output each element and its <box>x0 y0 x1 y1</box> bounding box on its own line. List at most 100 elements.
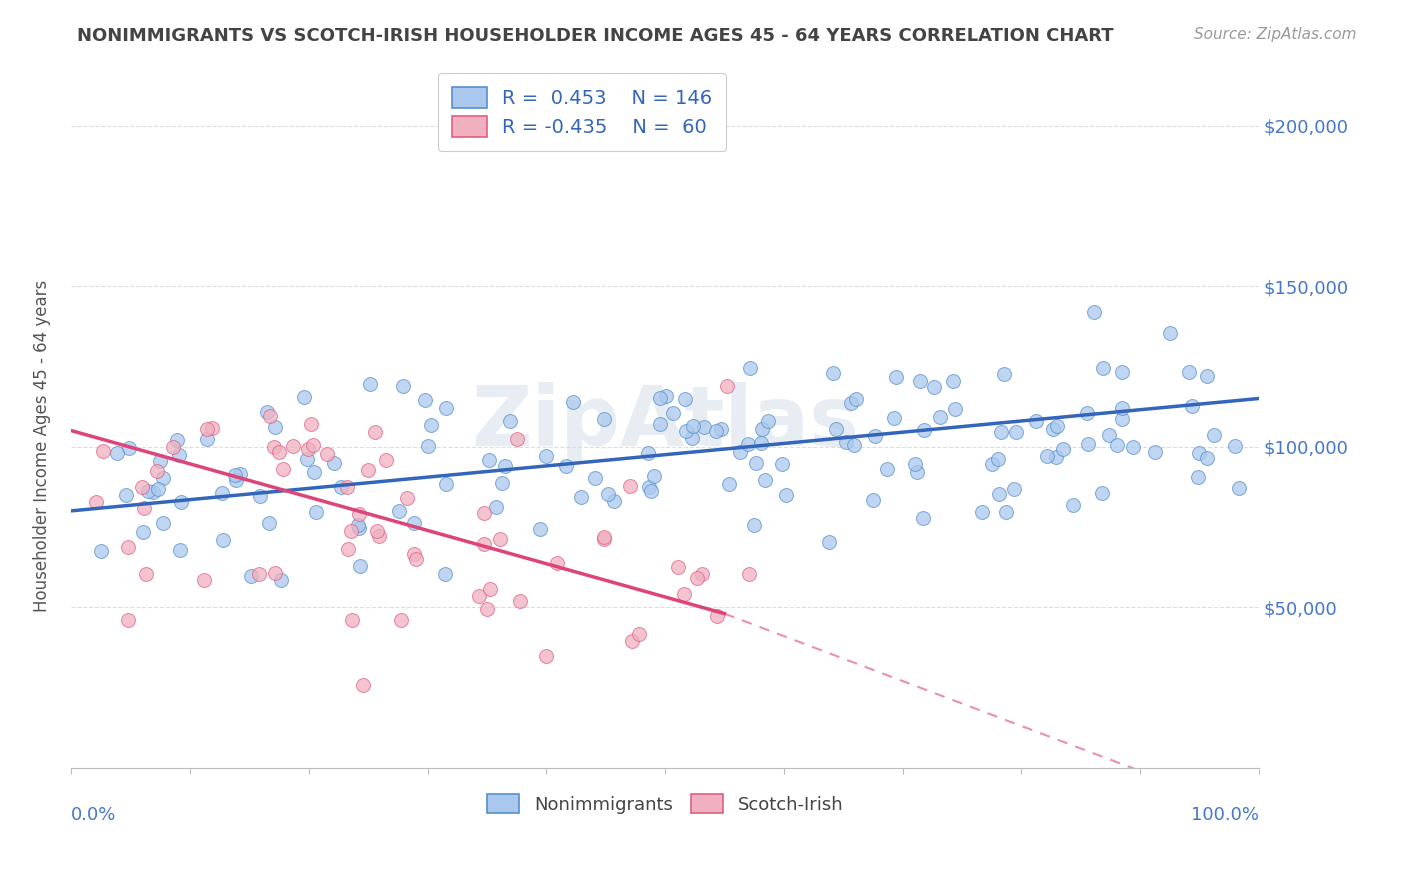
Point <box>910 374 932 388</box>
Point <box>1025 414 1047 428</box>
Point <box>413 393 436 408</box>
Point <box>304 505 326 519</box>
Point <box>904 457 927 471</box>
Point <box>131 480 153 494</box>
Point <box>648 417 671 431</box>
Point <box>818 535 841 549</box>
Point <box>912 511 935 525</box>
Point <box>569 490 592 504</box>
Point <box>269 445 291 459</box>
Point <box>416 439 439 453</box>
Point <box>555 458 578 473</box>
Point <box>742 517 765 532</box>
Point <box>704 424 727 438</box>
Point <box>839 396 862 410</box>
Point <box>249 489 271 503</box>
Point <box>359 377 381 392</box>
Point <box>347 518 370 533</box>
Point <box>434 477 457 491</box>
Point <box>1091 486 1114 500</box>
Point <box>706 608 728 623</box>
Point <box>135 566 157 581</box>
Point <box>211 485 233 500</box>
Point <box>592 530 614 544</box>
Point <box>1111 412 1133 426</box>
Point <box>315 446 337 460</box>
Point <box>643 469 665 483</box>
Point <box>84 495 107 509</box>
Point <box>883 411 905 425</box>
Point <box>756 414 779 428</box>
Point <box>257 516 280 530</box>
Point <box>340 614 363 628</box>
Point <box>583 470 606 484</box>
Point <box>682 419 704 434</box>
Point <box>162 440 184 454</box>
Point <box>666 560 689 574</box>
Point <box>905 465 928 479</box>
Point <box>942 374 965 388</box>
Point <box>506 433 529 447</box>
Point <box>675 424 697 438</box>
Point <box>770 457 793 471</box>
Point <box>593 532 616 546</box>
Point <box>1195 450 1218 465</box>
Point <box>1105 438 1128 452</box>
Point <box>1188 446 1211 460</box>
Point <box>1083 305 1105 319</box>
Point <box>598 487 620 501</box>
Point <box>835 434 858 449</box>
Point <box>993 367 1015 381</box>
Point <box>627 626 650 640</box>
Point <box>347 508 370 522</box>
Point <box>1111 365 1133 379</box>
Point <box>876 462 898 476</box>
Text: 0.0%: 0.0% <box>72 805 117 823</box>
Point <box>1002 482 1025 496</box>
Point <box>240 569 263 583</box>
Point <box>363 425 385 439</box>
Point <box>152 516 174 531</box>
Point <box>366 524 388 538</box>
Point <box>478 582 501 596</box>
Point <box>1159 326 1181 341</box>
Text: 100.0%: 100.0% <box>1191 805 1258 823</box>
Point <box>686 571 709 585</box>
Point <box>136 484 159 499</box>
Point <box>166 433 188 447</box>
Point <box>1181 399 1204 413</box>
Point <box>329 480 352 494</box>
Point <box>295 452 318 467</box>
Point <box>592 411 614 425</box>
Point <box>283 439 305 453</box>
Point <box>169 494 191 508</box>
Point <box>536 449 558 463</box>
Point <box>1092 361 1115 376</box>
Point <box>672 587 695 601</box>
Point <box>146 464 169 478</box>
Point <box>1227 481 1250 495</box>
Point <box>339 524 361 538</box>
Point <box>621 633 644 648</box>
Point <box>297 442 319 456</box>
Point <box>673 392 696 407</box>
Point <box>420 418 443 433</box>
Point <box>1004 425 1026 440</box>
Point <box>193 573 215 587</box>
Point <box>263 420 285 434</box>
Point <box>648 391 671 405</box>
Point <box>368 528 391 542</box>
Point <box>132 525 155 540</box>
Point <box>169 542 191 557</box>
Point <box>1122 440 1144 454</box>
Point <box>1178 365 1201 379</box>
Point <box>389 613 412 627</box>
Point <box>716 379 738 393</box>
Point <box>987 452 1010 467</box>
Point <box>922 379 945 393</box>
Point <box>754 473 776 487</box>
Point <box>749 435 772 450</box>
Point <box>152 471 174 485</box>
Point <box>489 532 512 546</box>
Point <box>737 566 759 581</box>
